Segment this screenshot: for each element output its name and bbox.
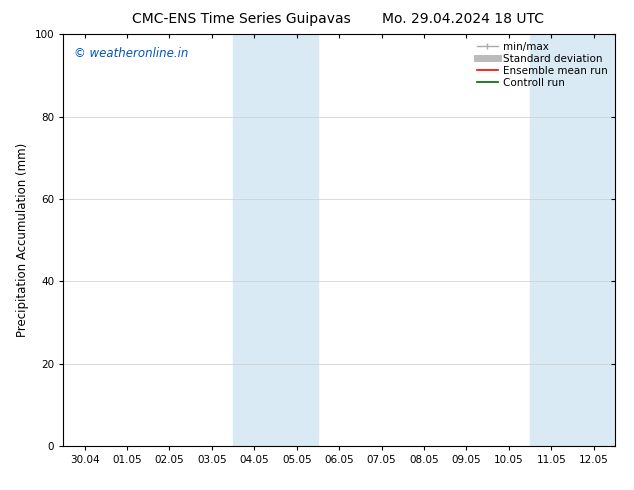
Legend: min/max, Standard deviation, Ensemble mean run, Controll run: min/max, Standard deviation, Ensemble me… xyxy=(475,40,610,90)
Text: Mo. 29.04.2024 18 UTC: Mo. 29.04.2024 18 UTC xyxy=(382,12,544,26)
Text: © weatheronline.in: © weatheronline.in xyxy=(74,47,189,60)
Y-axis label: Precipitation Accumulation (mm): Precipitation Accumulation (mm) xyxy=(16,143,29,337)
Text: CMC-ENS Time Series Guipavas: CMC-ENS Time Series Guipavas xyxy=(131,12,351,26)
Bar xyxy=(530,34,615,446)
Bar xyxy=(233,34,318,446)
